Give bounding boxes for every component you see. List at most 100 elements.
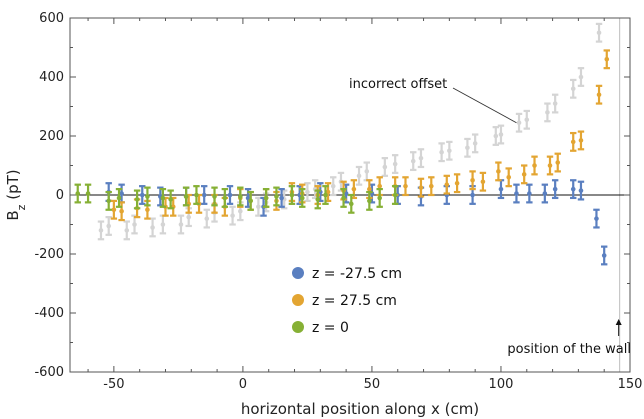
data-point <box>454 180 460 186</box>
data-point <box>498 132 504 137</box>
data-point <box>596 30 602 36</box>
legend-item: z = -27.5 cm <box>292 266 402 282</box>
incorrect-offset-pointer-line <box>452 87 517 124</box>
data-point <box>238 194 243 199</box>
x-tick-label: 100 <box>489 377 514 392</box>
legend-label: z = -27.5 cm <box>312 266 402 282</box>
data-point <box>212 194 217 199</box>
data-point <box>124 228 130 233</box>
legend-label: z = 0 <box>312 320 349 336</box>
y-axis-title-symbol: B <box>4 210 22 220</box>
data-point <box>470 192 475 198</box>
data-point <box>85 191 91 196</box>
data-point <box>444 182 450 187</box>
data-point <box>377 183 382 189</box>
data-point <box>364 169 370 174</box>
data-point <box>186 214 192 220</box>
axes: -600 -400 -200 0 200 400 600 -50 0 50 100 150 <box>34 11 642 392</box>
data-point <box>160 222 166 227</box>
data-point <box>439 149 444 155</box>
legend: z = -27.5 cm z = 27.5 cm z = 0 <box>292 266 402 336</box>
data-point <box>570 186 576 192</box>
data-point <box>356 173 362 179</box>
data-point <box>496 169 501 174</box>
data-point <box>521 172 527 177</box>
data-point <box>552 101 558 106</box>
data-point <box>470 177 475 183</box>
legend-item: z = 27.5 cm <box>292 293 397 309</box>
x-tick-label: 150 <box>618 377 643 392</box>
data-point <box>472 141 478 146</box>
y-tick-label: 600 <box>39 11 64 26</box>
data-point <box>98 228 104 233</box>
data-point <box>111 207 117 213</box>
data-point <box>493 133 499 139</box>
data-point <box>227 192 233 198</box>
y-axis-title-subscript: z <box>15 204 28 210</box>
data-point <box>377 195 382 201</box>
data-point <box>428 183 434 189</box>
legend-swatch <box>292 321 304 333</box>
data-point <box>119 191 124 196</box>
data-point <box>480 179 486 185</box>
data-point <box>514 191 519 196</box>
data-point <box>578 74 584 80</box>
y-tick-label: -200 <box>34 247 64 262</box>
data-point <box>578 138 584 143</box>
data-point <box>201 192 207 198</box>
data-point <box>410 158 416 164</box>
data-point <box>116 195 122 201</box>
data-point <box>498 186 504 192</box>
data-point <box>527 191 532 196</box>
y-axis-title: Bz (pT) <box>4 169 28 220</box>
y-axis-title-unit: (pT) <box>4 169 22 204</box>
x-tick-label: 50 <box>364 377 381 392</box>
y-tick-label: -400 <box>34 306 64 321</box>
legend-label: z = 27.5 cm <box>312 293 397 309</box>
data-point <box>299 195 305 201</box>
data-point <box>183 194 189 199</box>
data-point <box>263 195 269 201</box>
data-point <box>230 213 235 218</box>
data-point <box>465 145 470 151</box>
data-point <box>604 57 610 62</box>
data-point <box>506 175 512 180</box>
data-point <box>545 110 550 115</box>
data-point <box>341 195 346 201</box>
series-group <box>74 183 399 214</box>
data-point <box>248 198 253 204</box>
data-point <box>596 92 602 97</box>
data-point <box>150 225 155 230</box>
data-point <box>382 164 388 170</box>
legend-swatch <box>292 294 304 306</box>
wall-label: position of the wall <box>507 342 631 357</box>
data-point <box>305 189 310 195</box>
data-point <box>160 195 166 201</box>
data-point <box>367 186 372 192</box>
data-point <box>547 163 553 168</box>
data-point <box>145 207 150 213</box>
wall-arrow-head <box>615 319 622 325</box>
data-point <box>178 222 184 227</box>
data-point <box>601 253 607 258</box>
data-point <box>106 198 112 204</box>
x-tick-label: 0 <box>239 377 247 392</box>
data-point <box>75 191 81 196</box>
data-point <box>418 155 424 161</box>
x-tick-label: -50 <box>103 377 124 392</box>
data-point <box>274 194 279 199</box>
incorrect-offset-label: incorrect offset <box>349 77 447 92</box>
data-point <box>555 160 561 165</box>
data-point <box>106 223 112 229</box>
data-point <box>348 201 354 207</box>
data-point <box>351 186 357 192</box>
data-point <box>524 117 530 123</box>
data-point <box>570 86 576 92</box>
data-point <box>532 163 537 168</box>
data-point <box>238 208 243 214</box>
data-point <box>418 185 424 190</box>
data-point <box>279 195 284 201</box>
data-point <box>256 204 261 210</box>
x-axis-title: horizontal position along x (cm) <box>241 400 479 418</box>
